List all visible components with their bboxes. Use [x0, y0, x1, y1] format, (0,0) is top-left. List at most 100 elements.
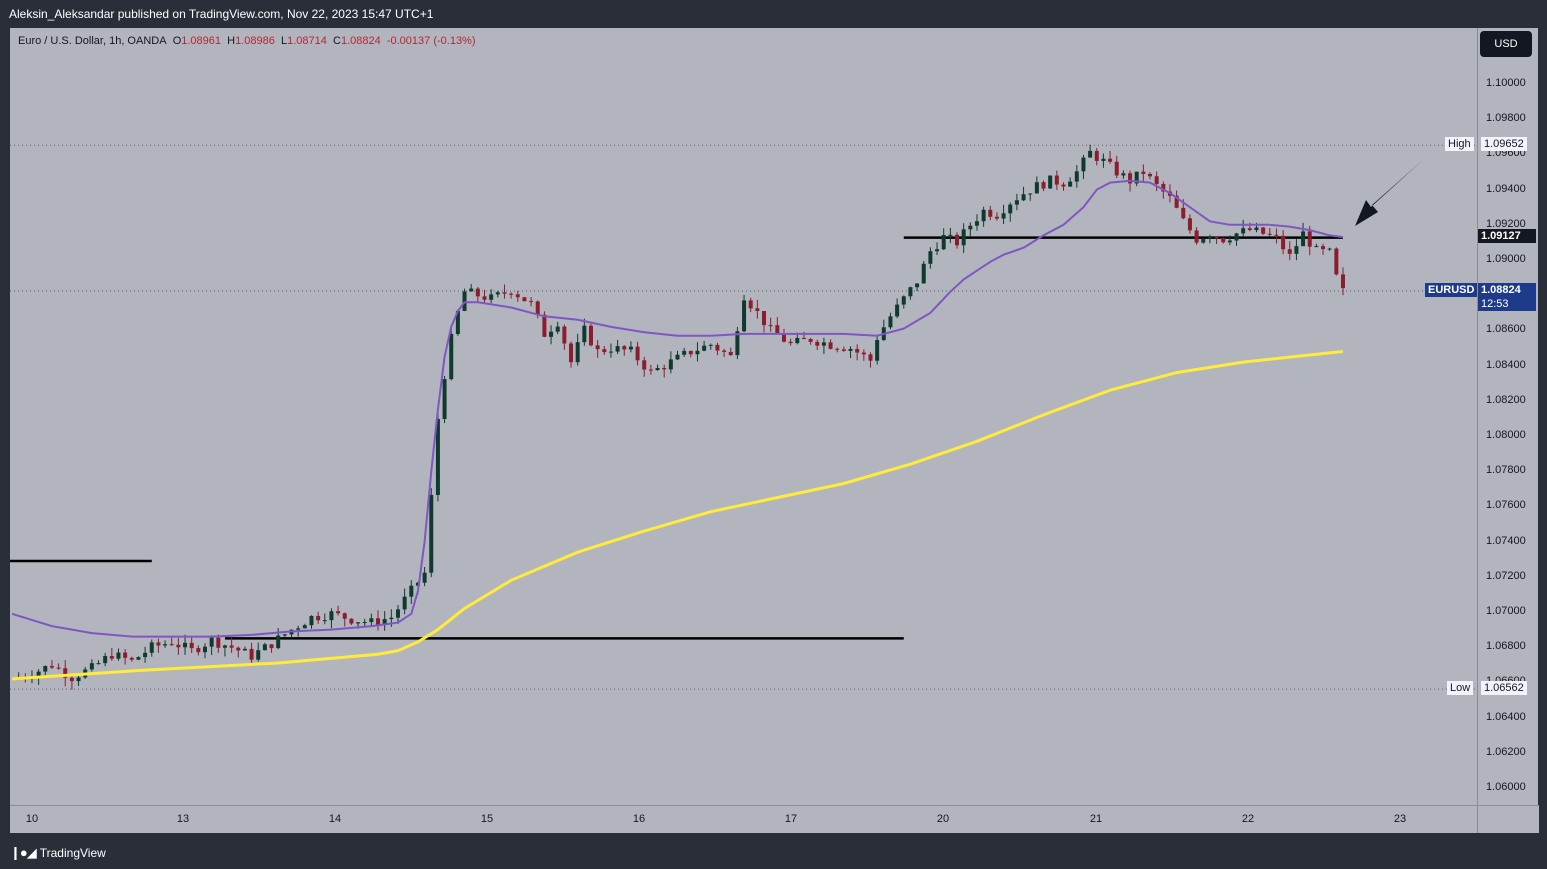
candle-body	[722, 350, 727, 352]
high-value-tag: 1.09652	[1481, 137, 1527, 151]
time-tick-label: 13	[176, 813, 190, 825]
candle-body	[209, 637, 214, 647]
candle-body	[1061, 184, 1066, 187]
candle-body	[96, 663, 101, 665]
candle-body	[921, 263, 926, 284]
candle-body	[702, 345, 707, 351]
candle-body	[216, 637, 221, 648]
candle-body	[755, 308, 760, 311]
price-tick-label: 1.07600	[1486, 499, 1526, 512]
candle-body	[968, 225, 973, 230]
candle-body	[555, 326, 560, 332]
candle-body	[1314, 246, 1319, 248]
last-price-tag: 1.08824	[1478, 283, 1536, 297]
candle-body	[808, 339, 813, 342]
price-tick-label: 1.08200	[1486, 393, 1526, 406]
candle-body	[429, 494, 434, 573]
candle-body	[56, 667, 61, 669]
candle-body	[582, 325, 587, 343]
high-label-tag: High	[1445, 137, 1474, 151]
price-tick-label: 1.08600	[1486, 323, 1526, 336]
candle-body	[988, 209, 993, 217]
candle-body	[642, 360, 647, 370]
candle-body	[955, 234, 960, 246]
time-tick-label: 15	[480, 813, 494, 825]
candle-body	[149, 642, 154, 653]
candle-body	[868, 354, 873, 361]
price-tick-label: 1.06200	[1486, 745, 1526, 758]
candle-body	[901, 296, 906, 305]
candle-body	[961, 229, 966, 246]
candle-body	[994, 216, 999, 219]
currency-button[interactable]: USD	[1480, 31, 1532, 57]
candle-body	[735, 331, 740, 356]
candle-body	[256, 650, 261, 660]
ema-short-line	[11, 179, 1344, 638]
candle-body	[515, 294, 520, 298]
bottom-bar	[0, 833, 1547, 869]
candle-body	[875, 340, 880, 361]
candle-body	[1214, 237, 1219, 239]
candle-body	[1128, 173, 1133, 184]
tradingview-brand[interactable]: ❙●◢ TradingView	[10, 845, 106, 861]
candle-body	[768, 325, 773, 327]
candle-body	[183, 642, 188, 648]
candle-body	[49, 666, 54, 668]
price-tick-label: 1.09400	[1486, 182, 1526, 195]
candle-body	[302, 625, 307, 629]
candle-body	[76, 677, 81, 682]
candle-body	[1034, 182, 1039, 194]
candle-body	[1181, 207, 1186, 219]
candle-body	[762, 310, 767, 326]
candle-body	[422, 572, 427, 583]
top-bar: Aleksin_Aleksandar published on TradingV…	[0, 0, 1547, 28]
candle-body	[376, 618, 381, 625]
price-tick-label: 1.07200	[1486, 569, 1526, 582]
candle-body	[1294, 246, 1299, 254]
chart-plot-area[interactable]	[10, 28, 1477, 805]
candle-body	[1307, 231, 1312, 247]
candle-body	[276, 635, 281, 649]
price-tick-label: 1.09000	[1486, 253, 1526, 265]
candle-body	[442, 379, 447, 419]
candle-body	[1021, 194, 1026, 201]
candle-body	[828, 342, 833, 349]
candle-body	[888, 316, 893, 328]
candle-body	[708, 344, 713, 346]
candle-body	[69, 677, 74, 682]
candle-body	[1247, 228, 1252, 231]
countdown-tag: 12:53	[1478, 297, 1536, 311]
price-axis[interactable]	[1477, 28, 1538, 805]
time-tick-label: 16	[632, 813, 646, 825]
candle-body	[1134, 171, 1139, 184]
price-tick-label: 1.09200	[1486, 217, 1526, 230]
candle-body	[229, 645, 234, 648]
candle-body	[549, 331, 554, 337]
brand-name: TradingView	[39, 846, 106, 860]
price-tick-label: 1.07800	[1486, 464, 1526, 477]
candle-body	[269, 644, 274, 649]
candle-body	[329, 611, 334, 621]
candle-body	[1001, 213, 1006, 219]
candle-body	[103, 656, 108, 664]
candle-body	[455, 310, 460, 335]
time-axis[interactable]	[10, 805, 1477, 834]
candle-body	[1048, 175, 1053, 189]
legend-symbol: Euro / U.S. Dollar, 1h, OANDA	[18, 35, 167, 47]
candle-body	[1081, 157, 1086, 172]
candle-body	[781, 334, 786, 342]
candle-body	[1274, 234, 1279, 236]
candle-body	[163, 644, 168, 646]
price-tick-label: 1.10000	[1486, 77, 1526, 89]
candle-body	[116, 652, 121, 659]
price-tick-label: 1.07400	[1486, 534, 1526, 547]
symbol-legend: Euro / U.S. Dollar, 1h, OANDA O1.08961 H…	[18, 35, 476, 47]
candle-body	[602, 349, 607, 353]
time-tick-label: 23	[1393, 813, 1407, 825]
candle-body	[282, 634, 287, 636]
candle-body	[815, 341, 820, 346]
candle-body	[542, 314, 547, 337]
candle-body	[795, 337, 800, 344]
candle-body	[662, 367, 667, 370]
candle-body	[349, 618, 354, 624]
